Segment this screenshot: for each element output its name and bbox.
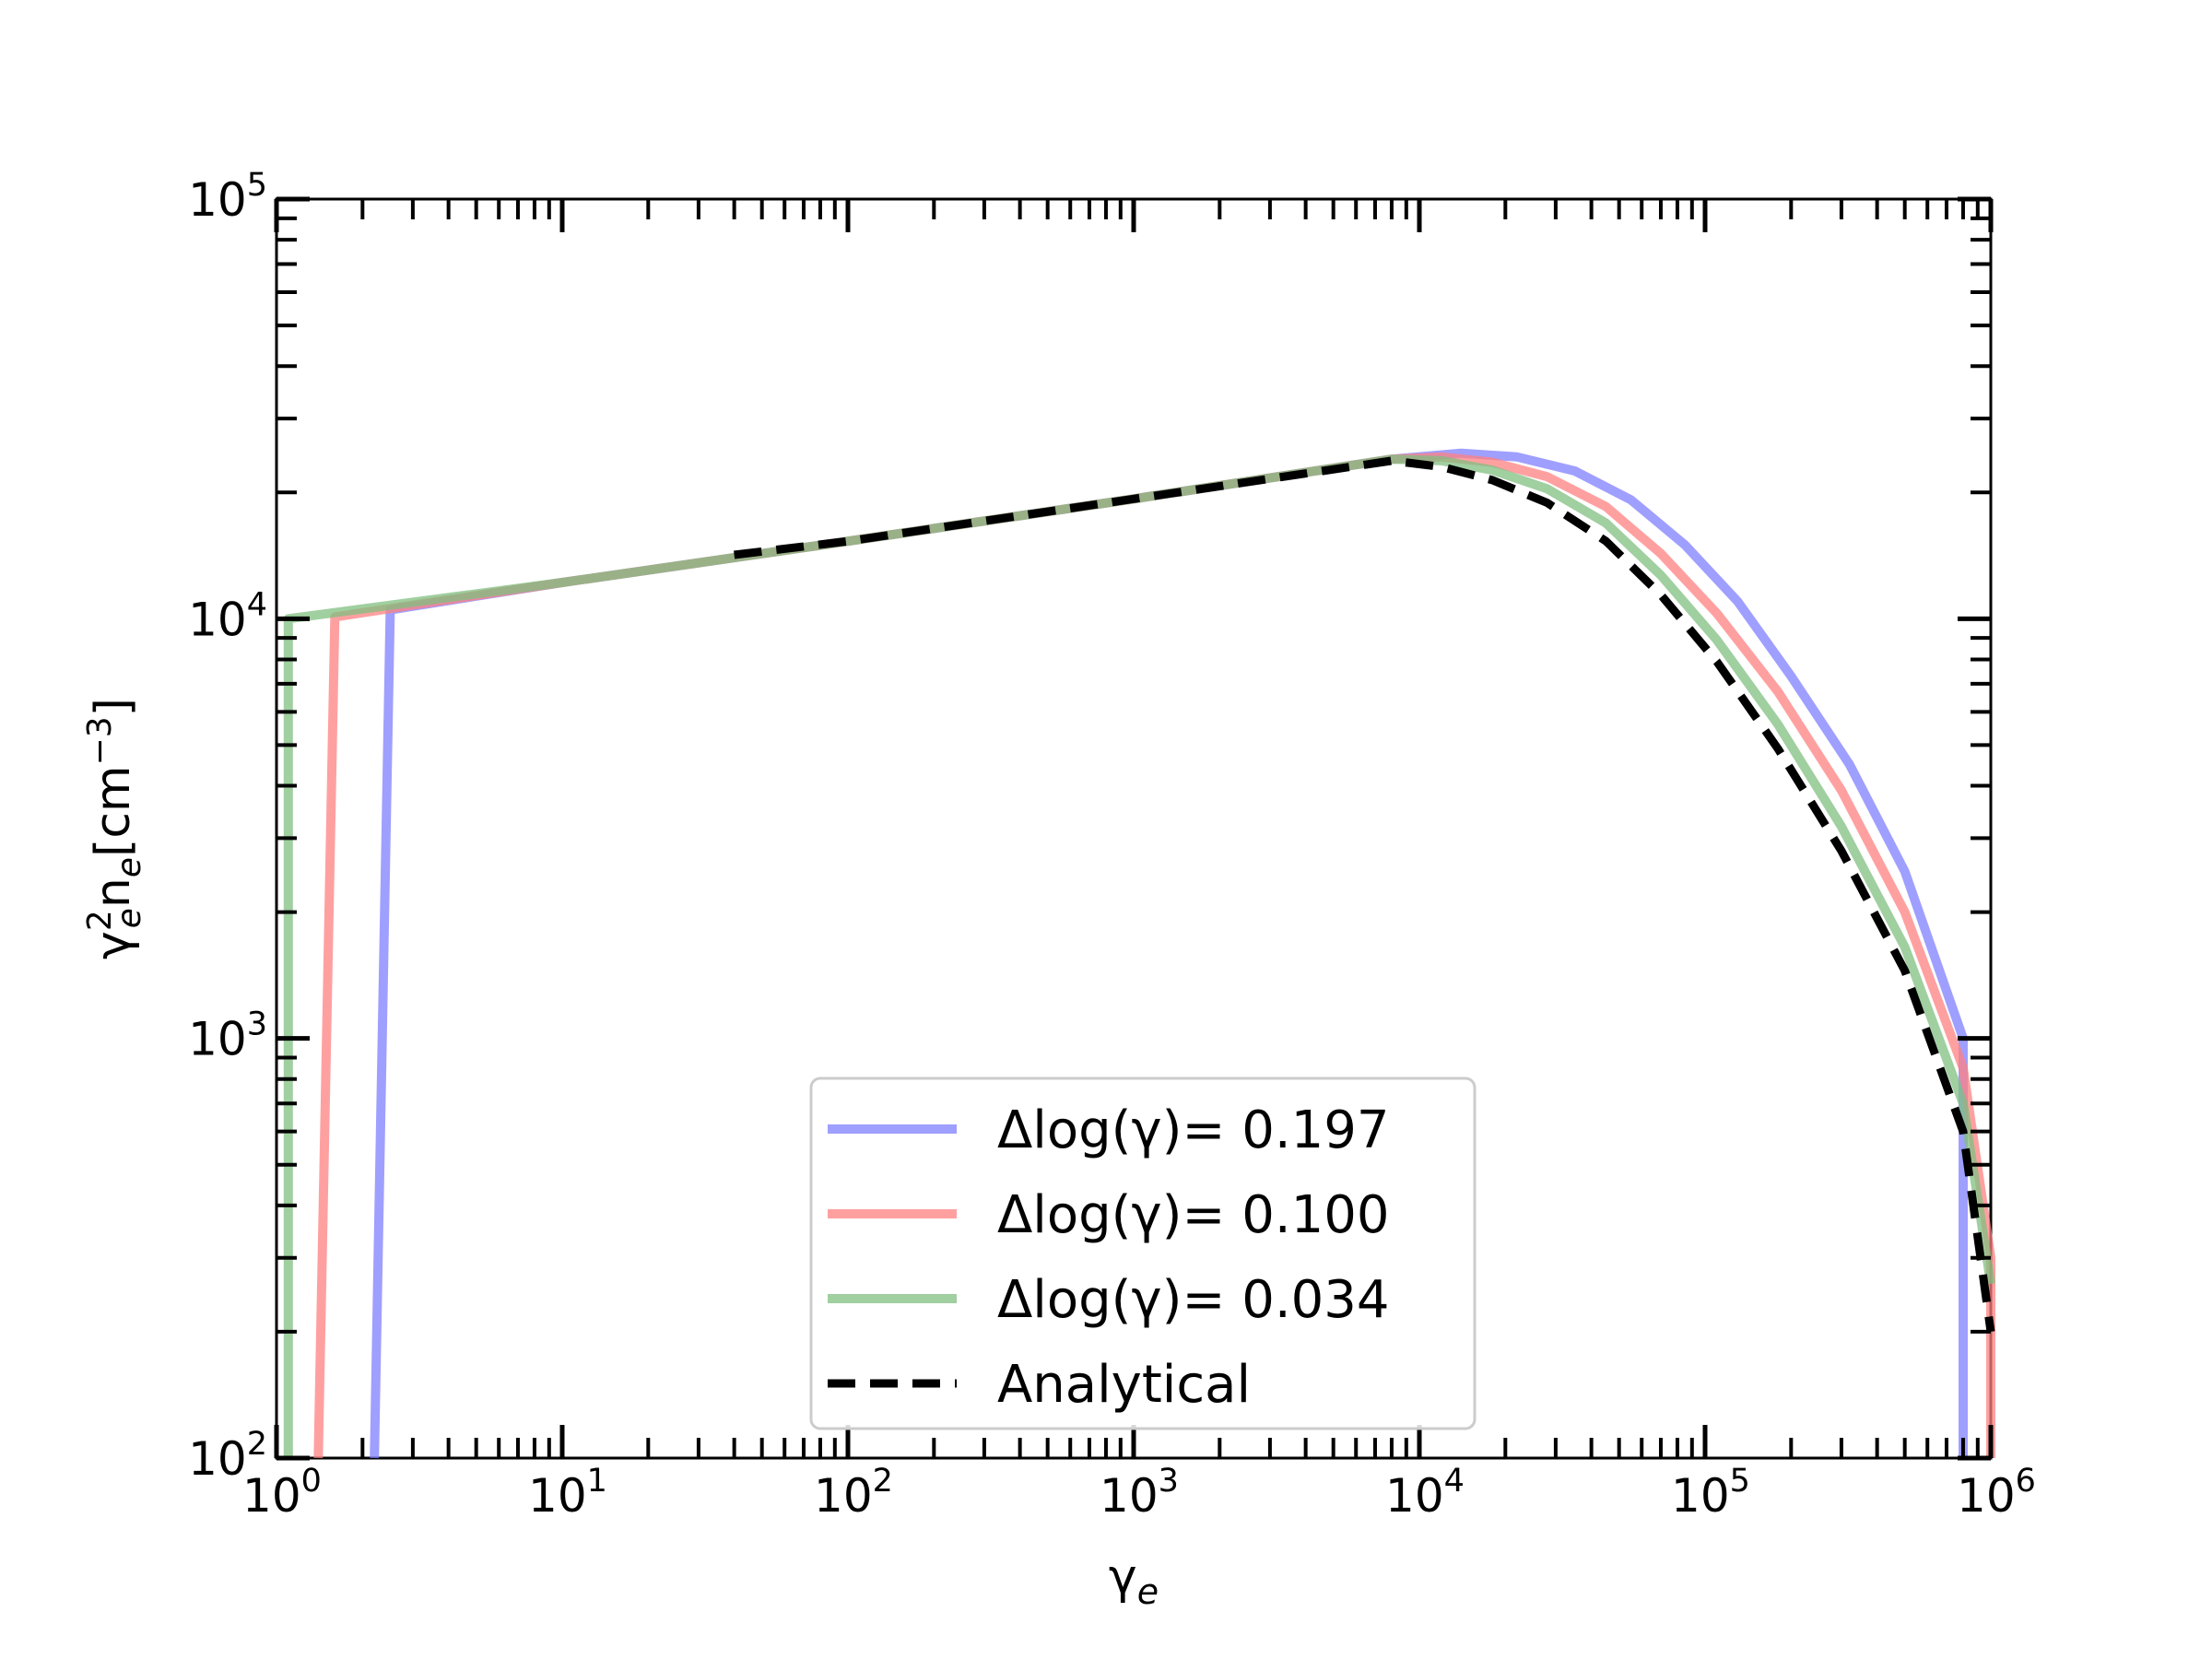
y-tick-label-base: 10 (188, 593, 247, 646)
x-axis-label: γe (1109, 1549, 1159, 1612)
ticks-layer (274, 196, 1994, 1461)
y-axis-label-sub2: e (111, 857, 148, 877)
x-axis-label-base: γ (1109, 1549, 1137, 1605)
y-tick-label: 105 (188, 167, 267, 227)
x-axis-label-sub: e (1137, 1571, 1159, 1612)
x-tick-label: 101 (528, 1463, 607, 1523)
y-axis-label-units: [cm (86, 765, 141, 857)
x-tick-label-base: 10 (528, 1469, 587, 1523)
x-tick-label: 104 (1385, 1463, 1465, 1523)
y-axis-label: γ2ene[cm−3] (81, 698, 148, 959)
x-tick-label-exp: 0 (301, 1463, 322, 1500)
series-layer (283, 448, 1995, 1459)
y-tick-label-exp: 3 (247, 1006, 267, 1043)
y-tick-label: 103 (188, 1006, 267, 1066)
x-tick-label-base: 10 (1100, 1469, 1159, 1523)
y-axis-label-units-close: ] (86, 698, 141, 716)
y-axis-label-sup: 2 (81, 910, 119, 931)
legend-entries: Δlog(γ)= 0.197 Δlog(γ)= 0.100 Δlog(γ)= 0.0… (828, 1100, 1390, 1415)
y-tick-label-base: 10 (188, 1013, 247, 1066)
x-tick-label-base: 10 (1957, 1469, 2016, 1523)
x-tick-label: 103 (1100, 1463, 1179, 1523)
x-tick-label-exp: 4 (1444, 1463, 1465, 1500)
y-tick-label: 102 (188, 1426, 267, 1486)
legend-label-2: Δlog(γ)= 0.100 (997, 1185, 1390, 1245)
x-tick-label-exp: 6 (2016, 1463, 2036, 1500)
y-tick-label-exp: 5 (247, 167, 267, 204)
y-tick-label-exp: 2 (247, 1426, 267, 1463)
y-tick-label: 104 (188, 586, 267, 646)
series-line-4 (734, 456, 1995, 1333)
x-tick-label: 105 (1671, 1463, 1750, 1523)
x-tick-label: 100 (242, 1463, 322, 1523)
y-axis-label-mid: n (86, 877, 141, 908)
x-tick-label: 102 (814, 1463, 893, 1523)
x-tick-label-exp: 3 (1159, 1463, 1179, 1500)
y-tick-label-exp: 4 (247, 586, 267, 623)
legend: Δlog(γ)= 0.197 Δlog(γ)= 0.100 Δlog(γ)= 0.0… (809, 1077, 1477, 1430)
x-tick-label: 106 (1957, 1463, 2036, 1523)
legend-label-1: Δlog(γ)= 0.197 (997, 1100, 1390, 1160)
x-tick-label-exp: 5 (1730, 1463, 1750, 1500)
x-tick-label-base: 10 (242, 1469, 301, 1523)
y-tick-label-base: 10 (188, 1432, 247, 1486)
y-axis-label-base: γ (86, 931, 141, 959)
legend-label-4: Analytical (997, 1355, 1251, 1415)
legend-box (809, 1077, 1477, 1430)
x-tick-labels: 100 101 102 103 104 105 106 (242, 1463, 2036, 1523)
y-tick-label-base: 10 (188, 173, 247, 227)
x-tick-label-exp: 1 (587, 1463, 607, 1500)
x-tick-label-exp: 2 (873, 1463, 893, 1500)
y-axis-label-units-sup: −3 (81, 716, 119, 765)
y-axis-label-sub: e (111, 908, 148, 928)
legend-label-3: Δlog(γ)= 0.034 (997, 1270, 1390, 1330)
plot-area (274, 196, 1995, 1461)
x-tick-label-base: 10 (814, 1469, 873, 1523)
x-tick-label-base: 10 (1385, 1469, 1444, 1523)
x-tick-label-base: 10 (1671, 1469, 1730, 1523)
